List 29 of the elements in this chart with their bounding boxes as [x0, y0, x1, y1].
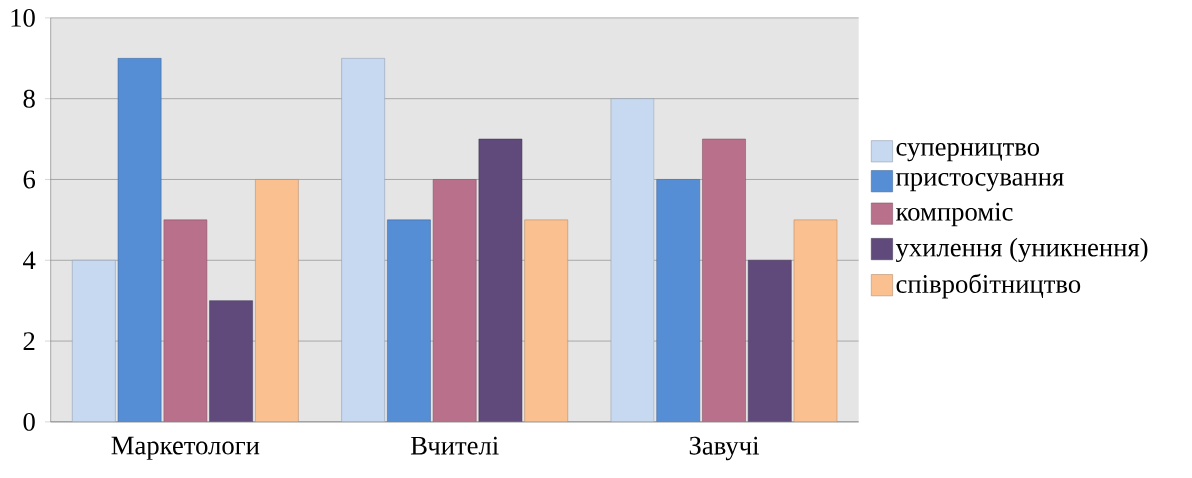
bar	[163, 219, 208, 422]
bar	[341, 58, 385, 422]
bar	[255, 179, 299, 422]
bar	[747, 260, 792, 422]
bar	[387, 219, 431, 422]
legend-label: співробітництво	[896, 273, 1081, 299]
y-tick-label: 4	[23, 251, 36, 270]
x-tick-label: Завучі	[689, 436, 760, 461]
x-tick-label: Маркетологи	[111, 436, 260, 460]
bar	[432, 179, 477, 422]
bar	[209, 300, 253, 422]
y-tick-label: 2	[23, 332, 35, 350]
legend-label: компроміс	[896, 202, 1013, 227]
legend-label: суперництво	[896, 143, 1040, 162]
y-tick-label: 8	[23, 89, 35, 108]
bar	[478, 138, 523, 422]
bar	[702, 138, 746, 422]
bar	[524, 219, 569, 422]
bar	[117, 58, 162, 422]
legend-label: ухилення (уникнення)	[895, 237, 1148, 263]
y-tick-label: 6	[23, 170, 36, 189]
x-tick-label: Вчителі	[410, 436, 499, 455]
y-tick-label: 0	[23, 412, 35, 431]
bar	[72, 260, 116, 422]
legend-label: пристосування	[896, 172, 1064, 192]
bar	[793, 219, 838, 422]
y-tick-label: 10	[11, 8, 35, 27]
bar	[610, 98, 655, 422]
bar	[656, 179, 701, 422]
